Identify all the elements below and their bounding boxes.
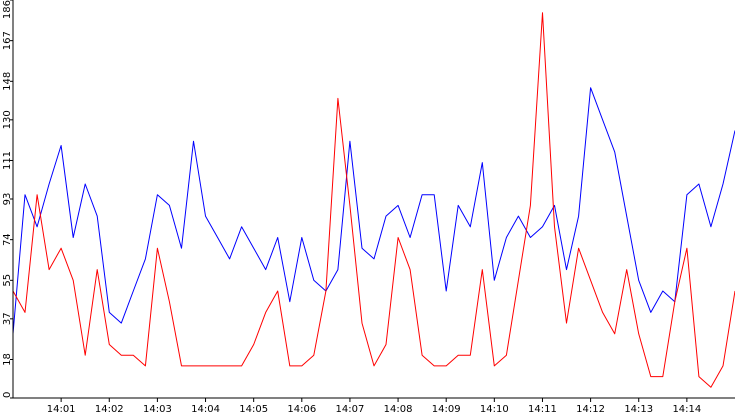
series-layer <box>12 12 735 388</box>
series-line-1 <box>12 87 735 334</box>
y-tick-label: 37 <box>2 312 13 325</box>
x-tick-label: 14:06 <box>287 404 316 415</box>
y-tick-label: 18 <box>2 353 13 366</box>
series-line-2 <box>12 12 735 388</box>
y-tick-label: 167 <box>2 31 13 50</box>
y-tick-label: 0 <box>2 392 13 398</box>
y-tick-label: 111 <box>2 151 13 170</box>
x-tick-label: 14:08 <box>384 404 413 415</box>
x-tick-label: 14:03 <box>143 404 172 415</box>
x-tick-label: 14:07 <box>336 404 365 415</box>
x-tick-label: 14:12 <box>576 404 605 415</box>
y-tick-label: 130 <box>2 110 13 129</box>
x-tick-label: 14:14 <box>672 404 701 415</box>
x-tick-label: 14:02 <box>95 404 124 415</box>
x-tick-label: 14:04 <box>191 404 220 415</box>
x-tick-label: 14:10 <box>480 404 509 415</box>
y-tick-label: 93 <box>2 193 13 206</box>
plot-area <box>13 0 735 398</box>
y-tick-label: 186 <box>2 0 13 19</box>
x-tick-label: 14:01 <box>47 404 76 415</box>
x-tick-label: 14:11 <box>528 404 557 415</box>
y-tick-label: 74 <box>2 233 13 246</box>
x-tick-label: 14:05 <box>239 404 268 415</box>
y-axis-ticks: 0 18 37 55 74 93 111 130 148 167 186 <box>2 0 13 399</box>
y-tick-label: 148 <box>2 72 13 91</box>
y-tick-label: 55 <box>2 274 13 287</box>
x-tick-label: 14:09 <box>432 404 461 415</box>
x-tick-label: 14:13 <box>624 404 653 415</box>
x-axis-ticks: 14:01 14:02 14:03 14:04 14:05 14:06 14:07 14:08… <box>47 398 701 415</box>
